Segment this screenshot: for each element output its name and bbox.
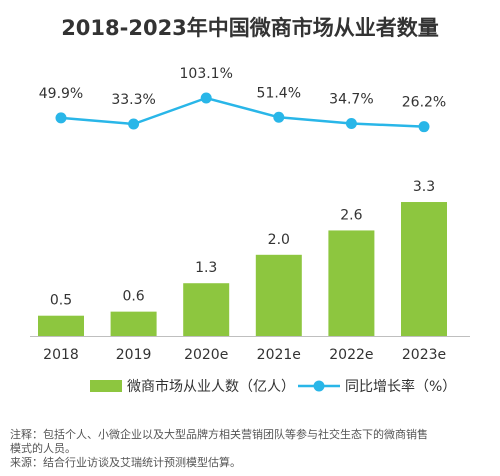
chart-title: 2018-2023年中国微商市场从业者数量: [61, 16, 439, 40]
bar-label-2023e: 3.3: [413, 179, 435, 195]
growth-label-2020e: 103.1%: [180, 66, 233, 82]
x-tick-2020e: 2020e: [184, 347, 228, 363]
legend-line-marker: [313, 380, 325, 392]
growth-line: [60, 96, 425, 128]
bar-label-2019: 0.6: [122, 289, 144, 305]
legend-bar-label: 微商市场从业人数（亿人）: [127, 378, 295, 395]
legend-bar-swatch: [90, 380, 122, 392]
bar-2018: [38, 315, 84, 336]
x-tick-2018: 2018: [43, 347, 79, 363]
bar-2021e: [255, 254, 302, 336]
bar-label-2022e: 2.6: [340, 207, 362, 223]
x-tick-2023e: 2023e: [402, 347, 446, 363]
bar-2022e: [328, 230, 375, 336]
bar-label-2020e: 1.3: [195, 260, 217, 276]
x-tick-2021e: 2021e: [257, 347, 301, 363]
source-line: 来源：结合行业访谈及艾瑞统计预测模型估算。: [10, 456, 241, 469]
growth-label-2022e: 34.7%: [329, 92, 373, 108]
growth-label-2021e: 51.4%: [257, 85, 301, 101]
bar-2020e: [183, 283, 230, 336]
growth-point-2019: [128, 118, 140, 130]
growth-point-2020e: [200, 92, 212, 104]
growth-label-2019: 33.3%: [111, 92, 155, 108]
bar-label-2018: 0.5: [50, 293, 72, 309]
x-tick-2022e: 2022e: [329, 347, 373, 363]
growth-point-2023e: [418, 121, 430, 133]
bar-2019: [110, 311, 157, 336]
growth-label-2018: 49.9%: [39, 86, 83, 102]
x-tick-2019: 2019: [116, 347, 152, 363]
growth-point-2018: [55, 112, 67, 124]
chart-notes: 注释：包括个人、小微企业以及大型品牌方相关营销团队等参与社交生态下的微商销售 模…: [10, 428, 495, 470]
growth-point-2021e: [273, 111, 285, 123]
bar-2023e: [401, 202, 447, 336]
note-line-1: 注释：包括个人、小微企业以及大型品牌方相关营销团队等参与社交生态下的微商销售: [10, 428, 428, 441]
note-line-2: 模式的人员。: [10, 442, 76, 455]
legend-line-label: 同比增长率（%）: [345, 378, 456, 395]
growth-label-2023e: 26.2%: [402, 95, 446, 111]
growth-point-2022e: [345, 118, 357, 130]
bar-label-2021e: 2.0: [268, 232, 290, 248]
